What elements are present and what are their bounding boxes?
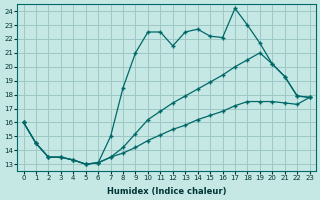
X-axis label: Humidex (Indice chaleur): Humidex (Indice chaleur) (107, 187, 226, 196)
